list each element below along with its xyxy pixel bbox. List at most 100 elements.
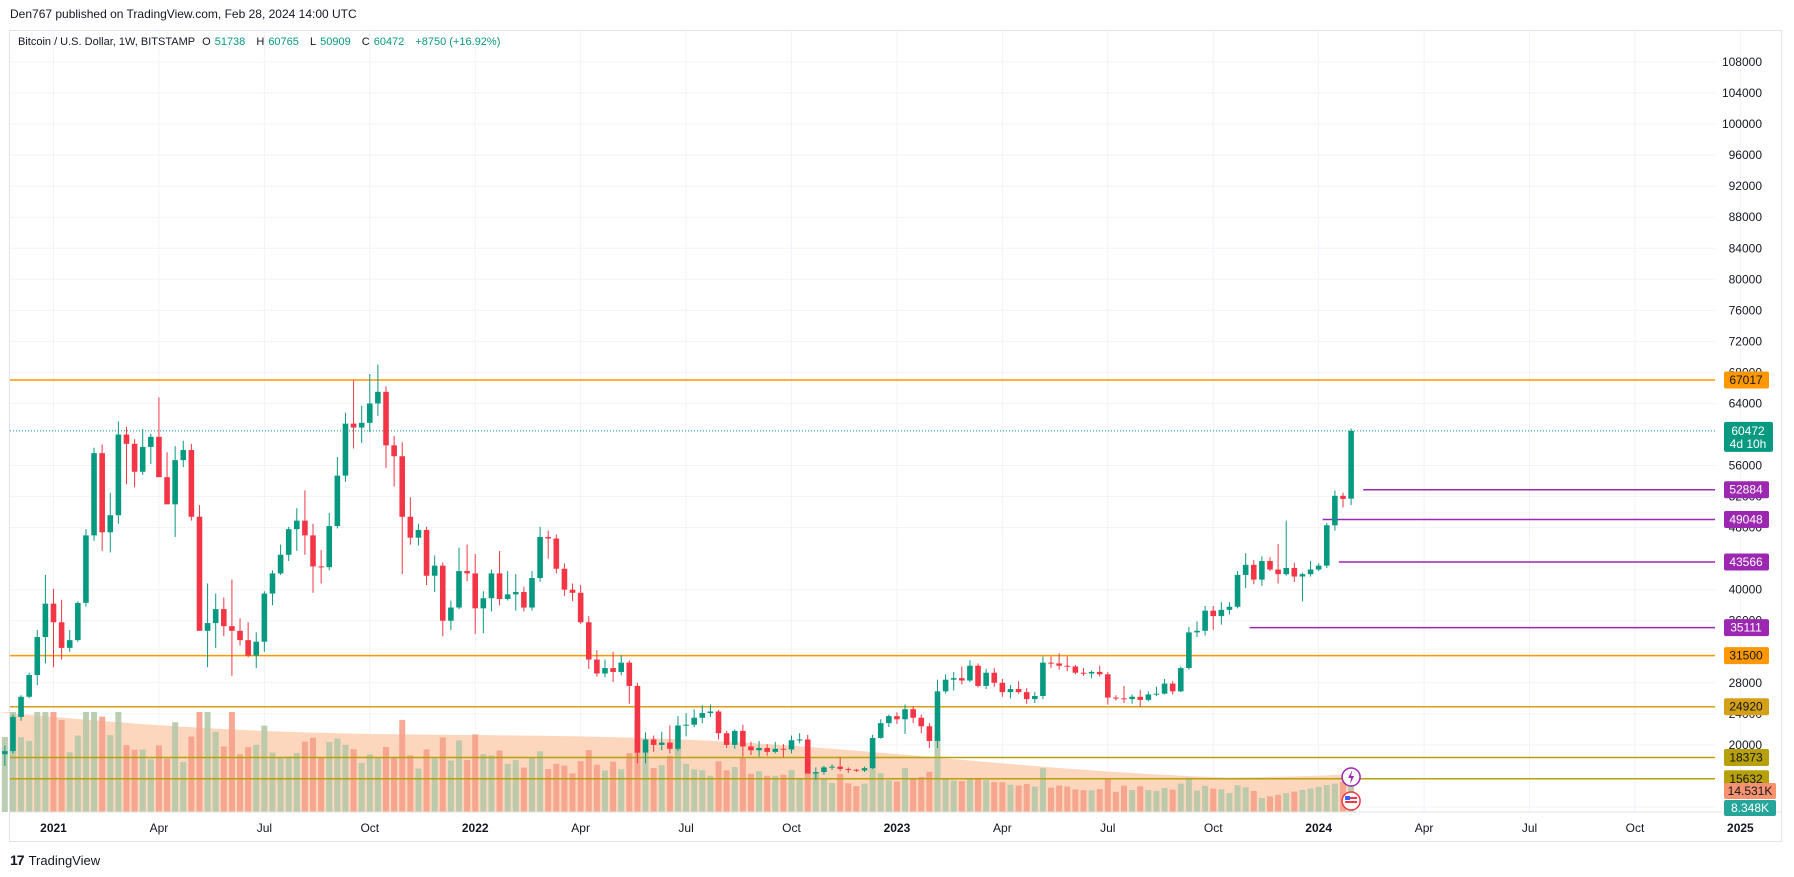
candle [723,730,730,748]
volume-bar [1153,790,1160,812]
candle-body [358,422,365,428]
volume-bar [723,770,730,812]
volume-bar [893,781,900,812]
candle-body [1186,632,1192,669]
candle-body [245,640,251,656]
candle-body [42,603,49,638]
candle-body [1072,666,1079,673]
price-label-35111: 35111 [1724,619,1769,637]
volume-bar [269,752,276,812]
volume-bar [285,756,292,812]
candle-body [375,391,381,404]
volume-bar [642,749,649,812]
candle [683,713,689,737]
candle-body [1348,430,1354,499]
candle [464,544,470,582]
volume-bar [350,749,357,812]
candle-body [553,538,560,569]
candle [585,616,592,669]
candle-body [634,685,641,753]
candle [967,660,973,683]
candle-body [1056,663,1062,666]
volume-bar [91,712,98,812]
candle-body [1007,689,1014,693]
candle [707,704,714,717]
volume-bar [658,765,665,812]
candle [366,373,373,433]
volume-bar [699,770,706,812]
candle-body [1032,695,1038,700]
candle-body [975,665,981,686]
price-label-67017-bg [1724,371,1769,389]
candle-body [853,769,860,771]
candle-body [942,679,949,692]
ohlc-high: H 60765 [256,36,299,48]
volume-bar [1210,788,1217,812]
candle [350,380,357,449]
candle-body [172,460,178,505]
y-tick-label: 72000 [1729,334,1763,348]
candle [1015,681,1022,694]
candle [456,547,462,610]
candle [829,764,835,770]
volume-bar [1234,785,1241,812]
candle-body [869,737,876,769]
x-tick-label: Oct [1626,821,1645,835]
volume-bar [561,765,568,812]
candle [358,405,365,444]
candle-body [115,434,122,516]
volume-bar [1291,791,1298,812]
volume-bar [1185,777,1192,812]
candle-body [1250,564,1257,580]
volume-bar [1323,785,1330,812]
x-axis: 2021 Apr Jul Oct 2022 Apr Jul Oct 2023 Apr Jul Oct 2… [10,811,1781,835]
volume-bar [1,736,8,812]
last-price-value: 60472 [1731,424,1765,438]
candle [813,767,819,780]
lightning-icon [1341,767,1361,787]
volume-bar [877,773,884,812]
volume-bar [318,757,325,812]
candle-body [456,571,462,608]
candle-body [204,623,211,631]
candle-body [1315,565,1322,570]
volume-bar [869,753,876,812]
candle-body [407,516,414,538]
price-label-43566: 43566 [1724,553,1769,571]
volume-bar [34,712,41,812]
candle-body [545,536,552,539]
candle-body [221,609,227,627]
x-tick-label: Oct [360,821,379,835]
candle [837,757,843,772]
volume-bar [528,757,535,812]
candle [821,765,827,775]
volume-bar [601,770,608,812]
candle [172,446,178,537]
volume-label-down-bg [1724,783,1776,799]
candle [34,630,41,686]
candle [1161,678,1168,695]
chart-frame[interactable] [9,30,1782,842]
candle [691,709,697,728]
candle [950,671,957,691]
volume-bar [496,750,503,812]
candle-body [464,571,470,574]
price-label-31500-text: 31500 [1729,649,1763,663]
volume-bar [464,759,471,812]
volume-bar [650,768,657,812]
candle [375,364,381,416]
volume-bar [910,778,917,812]
volume-bar [1242,787,1249,812]
footer-brand[interactable]: 17 TradingView [10,852,100,868]
candle-body [529,578,535,608]
candle [383,386,389,468]
candle-body [504,594,511,600]
volume-bar [820,778,827,812]
candle-body [1105,674,1111,698]
volume-bar [1194,790,1201,812]
candle-body [472,573,479,609]
price-label-18373-bg [1724,749,1769,767]
candle-body [999,682,1006,693]
